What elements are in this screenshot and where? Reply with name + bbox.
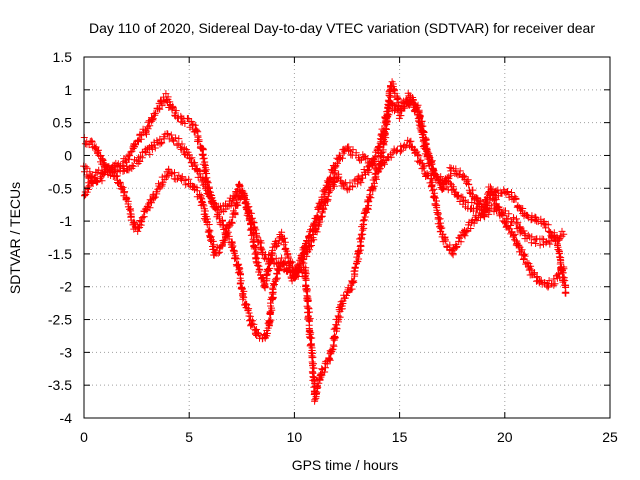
x-tick-label: 5 [185,429,193,445]
data-series [80,78,570,405]
y-tick-label: 1 [64,82,72,98]
y-tick-label: -3.5 [48,377,72,393]
x-tick-label: 25 [602,429,618,445]
series-3-markers [80,78,568,405]
chart-title: Day 110 of 2020, Sidereal Day-to-day VTE… [89,20,595,36]
y-tick-label: 0 [64,147,72,163]
y-tick-label: -1.5 [48,246,72,262]
axes: -4 -3.5 -3 -2.5 -2 -1.5 -1 -0.5 0 0.5 1 1.5 0 5 10 15 20… [48,49,618,445]
x-tick-label: 10 [287,429,303,445]
plot-frame [83,56,611,419]
x-tick-label: 15 [392,429,408,445]
y-tick-label: -3 [60,344,73,360]
y-tick-label: -2.5 [48,312,72,328]
y-tick-label: 0.5 [53,115,73,131]
y-tick-label: -0.5 [48,180,72,196]
x-axis-label: GPS time / hours [292,457,399,473]
x-tick-label: 20 [497,429,513,445]
y-tick-label: 1.5 [53,49,73,65]
y-tick-label: -4 [60,410,73,426]
x-tick-label: 0 [80,429,88,445]
y-tick-label: -2 [60,279,73,295]
y-axis-label: SDTVAR / TECUs [7,182,23,294]
y-tick-label: -1 [60,213,73,229]
